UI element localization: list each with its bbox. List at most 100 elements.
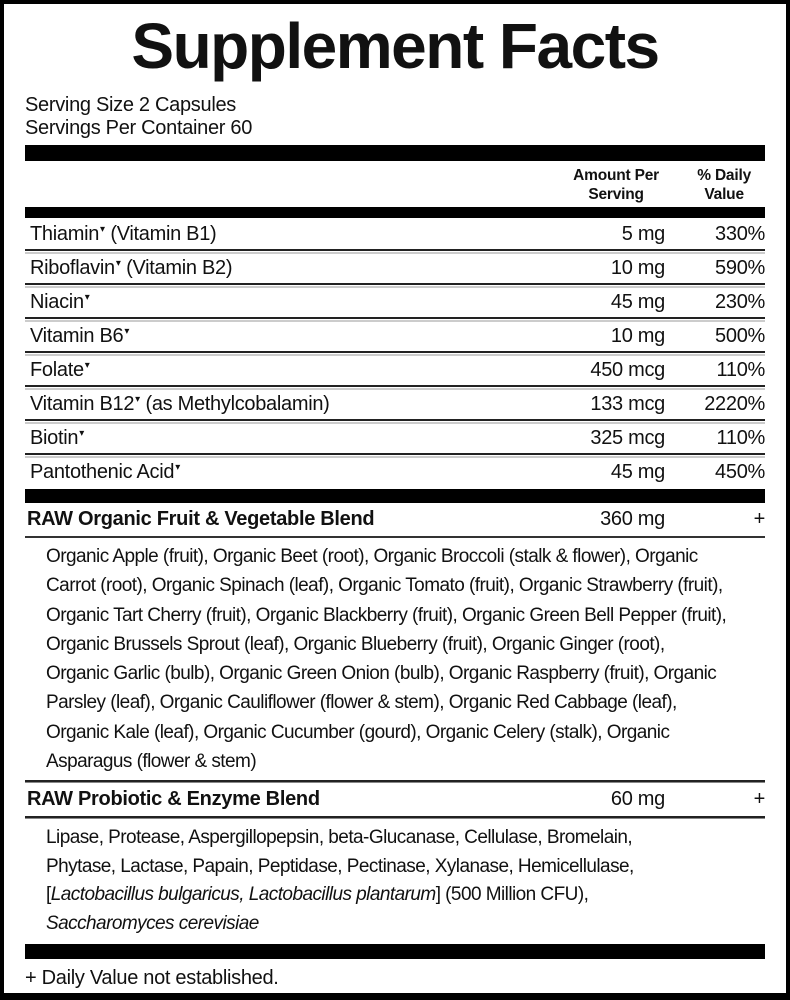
column-headers: Amount Per Serving % Daily Value: [25, 161, 765, 207]
blend2-header-row: RAW Probiotic & Enzyme Blend 60 mg +: [25, 783, 765, 816]
nutrient-row-thiamin: Thiamin▾ (Vitamin B1) 5 mg 330%: [25, 220, 765, 249]
nutrient-name: Biotin▾: [25, 427, 525, 450]
nutrient-name: Vitamin B12▾ (as Methylcobalamin): [25, 393, 525, 416]
label-title: Supplement Facts: [131, 10, 660, 82]
nutrient-amount: 5 mg: [621, 223, 666, 245]
nutrient-amount: 45 mg: [610, 291, 665, 313]
nutrient-name: Vitamin B6▾: [25, 325, 525, 348]
row-divider: [25, 249, 765, 254]
raw-footnote-mark-icon: ▾: [84, 360, 90, 372]
daily-value-footnote: + Daily Value not established.: [25, 967, 279, 990]
servings-per-container: Servings Per Container 60: [25, 117, 253, 139]
blend1-ingredients: Organic Apple (fruit), Organic Beet (roo…: [25, 538, 765, 780]
blend1-header-row: RAW Organic Fruit & Vegetable Blend 360 …: [25, 503, 765, 536]
nutrient-name-text: Vitamin B6: [30, 325, 124, 347]
nutrient-name-text: Riboflavin: [30, 257, 115, 279]
nutrient-name-text: Vitamin B12: [30, 393, 135, 415]
nutrient-dv: 2220%: [704, 393, 765, 415]
nutrient-dv: 450%: [715, 461, 765, 483]
nutrient-dv: 500%: [715, 325, 765, 347]
row-divider: [25, 453, 765, 458]
nutrient-row-niacin: Niacin▾ 45 mg 230%: [25, 288, 765, 317]
blend1-name: RAW Organic Fruit & Vegetable Blend: [27, 508, 375, 530]
blend1-dv: +: [753, 508, 766, 530]
nutrient-dv: 230%: [715, 291, 765, 313]
blend1-line: Carrot (root), Organic Spinach (leaf), O…: [46, 575, 723, 597]
blend1-amount: 360 mg: [600, 508, 665, 530]
raw-footnote-mark-icon: ▾: [124, 326, 130, 338]
blend2-ingredients: Lipase, Protease, Aspergillopepsin, beta…: [25, 819, 765, 942]
nutrient-row-riboflavin: Riboflavin▾ (Vitamin B2) 10 mg 590%: [25, 254, 765, 283]
serving-size: Serving Size 2 Capsules: [25, 94, 236, 116]
nutrient-row-vitamin-b6: Vitamin B6▾ 10 mg 500%: [25, 322, 765, 351]
probiotic-species-italic: Lactobacillus bulgaricus, Lactobacillus …: [50, 884, 437, 906]
blend1-line: Organic Kale (leaf), Organic Cucumber (g…: [46, 721, 670, 743]
nutrient-dv: 110%: [716, 427, 766, 449]
amount-per-serving-header: Amount Per Serving: [573, 167, 659, 203]
nutrient-row-folate: Folate▾ 450 mcg 110%: [25, 356, 765, 385]
blend1-underline: [25, 536, 765, 538]
nutrient-name: Folate▾: [25, 359, 525, 382]
blend2-dv: +: [753, 788, 766, 811]
nutrient-name-text: Biotin: [30, 427, 79, 449]
blend1-line: Organic Apple (fruit), Organic Beet (roo…: [46, 546, 698, 567]
blend2-line-yeast-italic: Saccharomyces cerevisiae: [46, 912, 259, 934]
nutrient-amount: 450 mcg: [590, 359, 665, 381]
blend1-line: Organic Garlic (bulb), Organic Green Oni…: [46, 663, 717, 685]
nutrient-amount: 10 mg: [610, 325, 665, 347]
nutrient-name: Pantothenic Acid▾: [25, 461, 525, 484]
nutrient-row-vitamin-b12: Vitamin B12▾ (as Methylcobalamin) 133 mc…: [25, 390, 765, 419]
row-divider: [25, 351, 765, 356]
raw-footnote-mark-icon: ▾: [175, 462, 181, 474]
nutrient-name: Niacin▾: [25, 291, 525, 314]
nutrient-detail: (as Methylcobalamin): [140, 393, 330, 415]
nutrient-rows: Thiamin▾ (Vitamin B1) 5 mg 330% Riboflav…: [25, 220, 765, 487]
raw-footnote-mark-icon: ▾: [79, 428, 85, 440]
nutrient-amount: 133 mcg: [590, 393, 665, 415]
blend2-line: Phytase, Lactase, Papain, Peptidase, Pec…: [46, 855, 634, 877]
divider-bar-header: [25, 207, 765, 218]
nutrient-dv: 590%: [715, 257, 765, 279]
nutrient-row-pantothenic-acid: Pantothenic Acid▾ 45 mg 450%: [25, 458, 765, 487]
nutrient-name: Thiamin▾ (Vitamin B1): [25, 223, 525, 246]
nutrient-name-text: Folate: [30, 359, 84, 381]
nutrient-dv: 110%: [716, 359, 766, 381]
nutrient-detail: (Vitamin B1): [105, 223, 217, 245]
blend2-line: Lipase, Protease, Aspergillopepsin, beta…: [46, 827, 633, 849]
nutrient-row-biotin: Biotin▾ 325 mcg 110%: [25, 424, 765, 453]
blend2-name: RAW Probiotic & Enzyme Blend: [27, 788, 320, 811]
nutrient-amount: 10 mg: [610, 257, 665, 279]
nutrient-name-text: Pantothenic Acid: [30, 461, 175, 483]
percent-daily-value-header: % Daily Value: [697, 167, 751, 203]
row-divider: [25, 283, 765, 288]
nutrient-name: Riboflavin▾ (Vitamin B2): [25, 257, 525, 280]
bracket-close-cfu: ] (500 Million CFU),: [435, 884, 589, 906]
blend1-line: Organic Tart Cherry (fruit), Organic Bla…: [46, 604, 727, 626]
blend2-topline: [25, 780, 765, 784]
blend1-line: Asparagus (flower & stem): [46, 751, 257, 773]
blend2-amount: 60 mg: [610, 788, 665, 811]
blend1-line: Organic Brussels Sprout (leaf), Organic …: [46, 633, 665, 655]
serving-info: Serving Size 2 Capsules Servings Per Con…: [25, 94, 765, 140]
nutrient-amount: 45 mg: [610, 461, 665, 483]
raw-footnote-mark-icon: ▾: [100, 224, 106, 236]
row-divider: [25, 419, 765, 424]
raw-footnote-mark-icon: ▾: [115, 258, 121, 270]
row-divider: [25, 317, 765, 322]
nutrient-dv: 330%: [715, 223, 765, 245]
blend2-line-probiotics: [Lactobacillus bulgaricus, Lactobacillus…: [46, 881, 765, 910]
label-content: Supplement Facts Serving Size 2 Capsules…: [4, 10, 786, 990]
divider-bar-blend1: [25, 489, 765, 503]
row-divider: [25, 385, 765, 390]
divider-bar-footnote: [25, 944, 765, 960]
nutrient-name-text: Thiamin: [30, 223, 100, 245]
raw-footnote-mark-icon: ▾: [135, 394, 141, 406]
bracket-open: [: [46, 884, 51, 906]
raw-footnote-mark-icon: ▾: [84, 292, 90, 304]
nutrient-amount: 325 mcg: [590, 427, 665, 449]
divider-bar-top: [25, 145, 765, 161]
blend1-line: Parsley (leaf), Organic Cauliflower (flo…: [46, 692, 677, 714]
nutrient-detail: (Vitamin B2): [120, 257, 233, 279]
blend2-underline: [25, 816, 765, 820]
